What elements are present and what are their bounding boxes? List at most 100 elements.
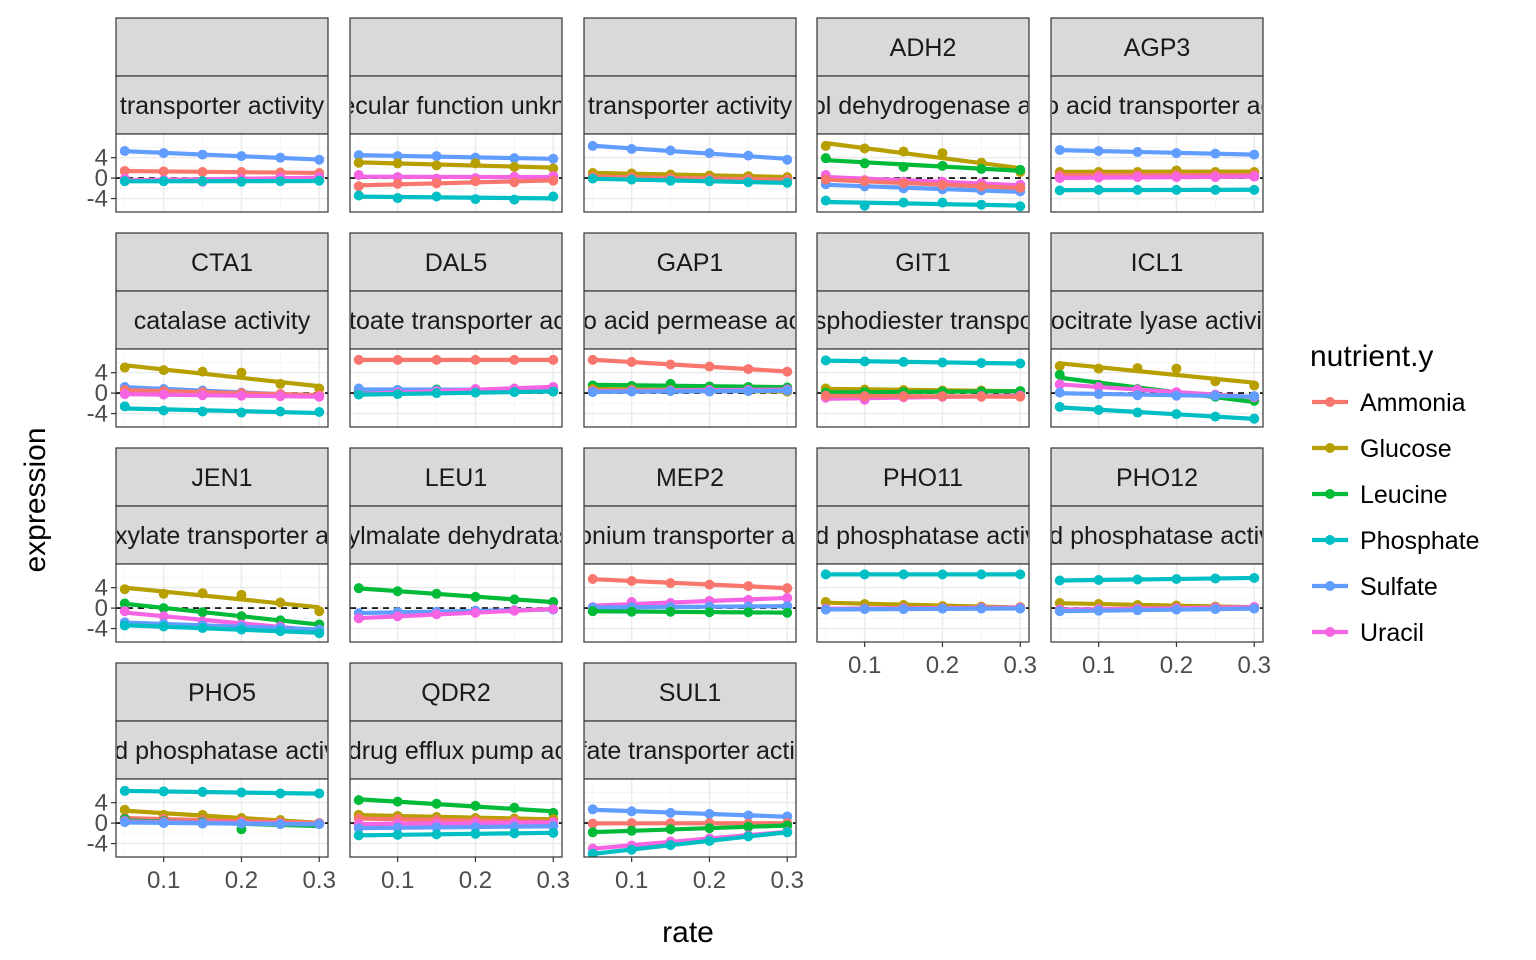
facet-function-label: acid phosphatase activity — [82, 737, 362, 765]
facet-panel: CTA1 catalase activity -404 — [87, 232, 329, 428]
data-point — [470, 591, 481, 602]
data-point — [1093, 363, 1104, 374]
series-fit-line — [825, 389, 1021, 395]
series-fit-line — [124, 623, 320, 635]
data-point — [119, 146, 130, 157]
facet-function-label: carboxylate transporter activity — [52, 522, 392, 550]
data-point — [626, 844, 637, 855]
y-tick-label: -4 — [87, 616, 108, 643]
data-point — [704, 148, 715, 159]
data-point — [353, 389, 364, 400]
x-tick-label: 0.1 — [381, 867, 414, 894]
data-point — [353, 181, 364, 192]
data-point — [898, 178, 909, 189]
data-point — [1054, 401, 1065, 412]
facet-strip-function — [583, 505, 797, 565]
data-point — [743, 364, 754, 375]
legend-label: Glucose — [1360, 435, 1452, 463]
data-point — [353, 157, 364, 168]
series-fit-line — [358, 153, 554, 161]
series-fit-line — [592, 388, 788, 395]
x-tick-label: 0.2 — [1160, 652, 1193, 679]
data-point — [898, 146, 909, 157]
facet-gene-label: AGP3 — [1124, 34, 1191, 62]
series-fit-line — [124, 820, 320, 827]
data-point — [665, 359, 676, 370]
data-point — [626, 143, 637, 154]
data-point — [1054, 361, 1065, 372]
series-fit-line — [358, 160, 554, 170]
x-tick-label: 0.3 — [1004, 652, 1037, 679]
x-tick-label: 0.2 — [926, 652, 959, 679]
x-tick-label: 0.1 — [848, 652, 881, 679]
data-point — [1249, 391, 1260, 402]
data-point — [782, 154, 793, 165]
facet-strip-function — [1050, 290, 1264, 350]
facet-gene-label: ICL1 — [1131, 249, 1184, 277]
data-point — [509, 828, 520, 839]
facet-strip-gene — [115, 662, 329, 722]
data-point — [704, 836, 715, 847]
series-fit-line — [825, 141, 1021, 171]
data-point — [431, 588, 442, 599]
data-point — [158, 786, 169, 797]
y-axis-title: expression — [19, 427, 52, 572]
data-point — [587, 387, 598, 398]
facet-strip-function — [583, 720, 797, 780]
data-point — [314, 175, 325, 186]
data-point — [236, 151, 247, 162]
x-tick-label: 0.3 — [303, 867, 336, 894]
data-point — [782, 366, 793, 377]
facet-panel-border — [1050, 133, 1264, 213]
data-point — [275, 176, 286, 187]
data-point — [197, 390, 208, 401]
data-point — [548, 596, 559, 607]
facet-panel: AGP3 amino acid transporter activity — [1050, 17, 1264, 213]
data-point — [587, 827, 598, 838]
data-point — [1093, 605, 1104, 616]
data-point — [1249, 149, 1260, 160]
facet-strip-gene — [115, 232, 329, 292]
data-point — [1054, 173, 1065, 184]
facet-strip-gene — [816, 17, 1030, 77]
data-point — [470, 387, 481, 398]
facet-strip-function — [583, 290, 797, 350]
data-point — [1249, 171, 1260, 182]
x-tick-label: 0.3 — [1238, 652, 1271, 679]
data-point — [743, 810, 754, 821]
data-point — [236, 787, 247, 798]
data-point — [509, 354, 520, 365]
facet-strip-function — [583, 75, 797, 135]
data-point — [1093, 574, 1104, 585]
legend-key-point — [1325, 581, 1335, 591]
data-point — [1249, 184, 1260, 195]
y-tick-label: -4 — [87, 831, 108, 858]
facet-panel: ADH2 alcohol dehydrogenase activity — [816, 17, 1030, 213]
facet-panel: DAL5 allantoate transporter activity — [349, 232, 563, 428]
y-tick-label: -4 — [87, 401, 108, 428]
facet-gene-label: GAP1 — [657, 249, 724, 277]
data-point — [587, 354, 598, 365]
facet-strip-function — [1050, 505, 1264, 565]
facet-strip-gene — [349, 662, 563, 722]
data-point — [626, 806, 637, 817]
facet-function-label: transporter activity — [588, 92, 793, 120]
data-point — [236, 589, 247, 600]
data-point — [704, 386, 715, 397]
series-fit-line — [825, 174, 1021, 188]
series-fit-line — [592, 357, 788, 374]
data-point — [898, 604, 909, 615]
facet-panel-border — [1050, 563, 1264, 643]
x-tick-label: 0.1 — [1082, 652, 1115, 679]
legend-entry: Sulfate — [1312, 573, 1438, 601]
facet-panel-border — [349, 348, 563, 428]
facet-function-label: glycerophosphodiester transporter activi… — [692, 307, 1155, 335]
data-point — [392, 822, 403, 833]
facet-function-label: acid phosphatase activity — [1017, 522, 1297, 550]
data-point — [236, 176, 247, 187]
facet-function-label: isocitrate lyase activity — [1033, 307, 1282, 335]
series-fit-line — [592, 382, 788, 390]
data-point — [158, 818, 169, 829]
series-fit-line — [1059, 606, 1255, 614]
